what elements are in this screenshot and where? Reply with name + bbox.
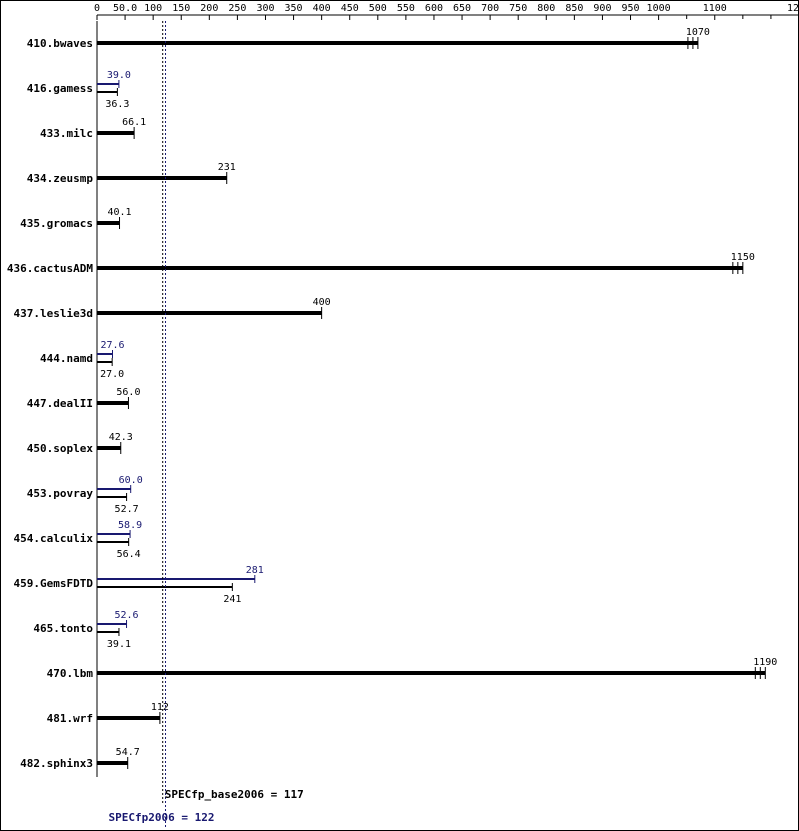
x-tick-label: 800 bbox=[537, 3, 555, 14]
x-tick-label: 650 bbox=[453, 3, 471, 14]
x-tick-label: 850 bbox=[565, 3, 583, 14]
x-tick-label: 400 bbox=[313, 3, 331, 14]
benchmark-label: 453.povray bbox=[27, 487, 94, 500]
benchmark-label: 447.dealII bbox=[27, 397, 93, 410]
benchmark-label: 444.namd bbox=[40, 352, 93, 365]
x-tick-label: 900 bbox=[593, 3, 611, 14]
benchmark-label: 454.calculix bbox=[14, 532, 94, 545]
x-tick-label: 0 bbox=[94, 3, 100, 14]
x-tick-label: 750 bbox=[509, 3, 527, 14]
base-value-label: 36.3 bbox=[105, 99, 129, 110]
x-tick-label: 600 bbox=[425, 3, 443, 14]
base-value-label: 66.1 bbox=[122, 117, 146, 128]
x-tick-label: 150 bbox=[172, 3, 190, 14]
benchmark-label: 436.cactusADM bbox=[7, 262, 93, 275]
x-tick-label: 350 bbox=[285, 3, 303, 14]
peak-value-label: 52.6 bbox=[114, 610, 138, 621]
x-tick-label: 50.0 bbox=[113, 3, 137, 14]
base-value-label: 1070 bbox=[686, 27, 710, 38]
x-tick-label: 300 bbox=[256, 3, 274, 14]
benchmark-label: 470.lbm bbox=[47, 667, 94, 680]
benchmark-label: 434.zeusmp bbox=[27, 172, 94, 185]
x-tick-label: 250 bbox=[228, 3, 246, 14]
base-value-label: 112 bbox=[151, 702, 169, 713]
base-value-label: 231 bbox=[218, 162, 236, 173]
peak-value-label: 281 bbox=[246, 565, 264, 576]
base-value-label: 27.0 bbox=[100, 369, 124, 380]
x-tick-label: 950 bbox=[621, 3, 639, 14]
benchmark-label: 437.leslie3d bbox=[14, 307, 93, 320]
x-tick-label: 1100 bbox=[703, 3, 727, 14]
base-value-label: 1190 bbox=[753, 657, 777, 668]
base-value-label: 42.3 bbox=[109, 432, 133, 443]
base-summary-label: SPECfp_base2006 = 117 bbox=[165, 788, 304, 801]
base-value-label: 39.1 bbox=[107, 639, 131, 650]
peak-summary-label: SPECfp2006 = 122 bbox=[109, 811, 215, 824]
x-tick-label: 700 bbox=[481, 3, 499, 14]
benchmark-label: 416.gamess bbox=[27, 82, 93, 95]
benchmark-label: 481.wrf bbox=[47, 712, 93, 725]
x-tick-label: 100 bbox=[144, 3, 162, 14]
benchmark-label: 482.sphinx3 bbox=[20, 757, 93, 770]
x-tick-label: 450 bbox=[341, 3, 359, 14]
peak-value-label: 58.9 bbox=[118, 520, 142, 531]
base-value-label: 40.1 bbox=[107, 207, 131, 218]
x-tick-label: 550 bbox=[397, 3, 415, 14]
base-value-label: 54.7 bbox=[116, 747, 140, 758]
x-tick-label: 200 bbox=[200, 3, 218, 14]
x-tick-label: 1000 bbox=[647, 3, 671, 14]
benchmark-label: 450.soplex bbox=[27, 442, 94, 455]
benchmark-label: 459.GemsFDTD bbox=[14, 577, 94, 590]
benchmark-label: 410.bwaves bbox=[27, 37, 93, 50]
peak-value-label: 39.0 bbox=[107, 70, 131, 81]
base-value-label: 1150 bbox=[731, 252, 755, 263]
benchmark-label: 435.gromacs bbox=[20, 217, 93, 230]
base-value-label: 400 bbox=[313, 297, 331, 308]
x-tick-label: 500 bbox=[369, 3, 387, 14]
base-value-label: 241 bbox=[223, 594, 241, 605]
base-value-label: 56.4 bbox=[117, 549, 141, 560]
base-value-label: 52.7 bbox=[115, 504, 139, 515]
peak-value-label: 60.0 bbox=[119, 475, 143, 486]
benchmark-label: 433.milc bbox=[40, 127, 93, 140]
base-value-label: 56.0 bbox=[116, 387, 140, 398]
benchmark-label: 465.tonto bbox=[33, 622, 93, 635]
peak-value-label: 27.6 bbox=[100, 340, 124, 351]
x-tick-label: 1250 bbox=[787, 3, 798, 14]
